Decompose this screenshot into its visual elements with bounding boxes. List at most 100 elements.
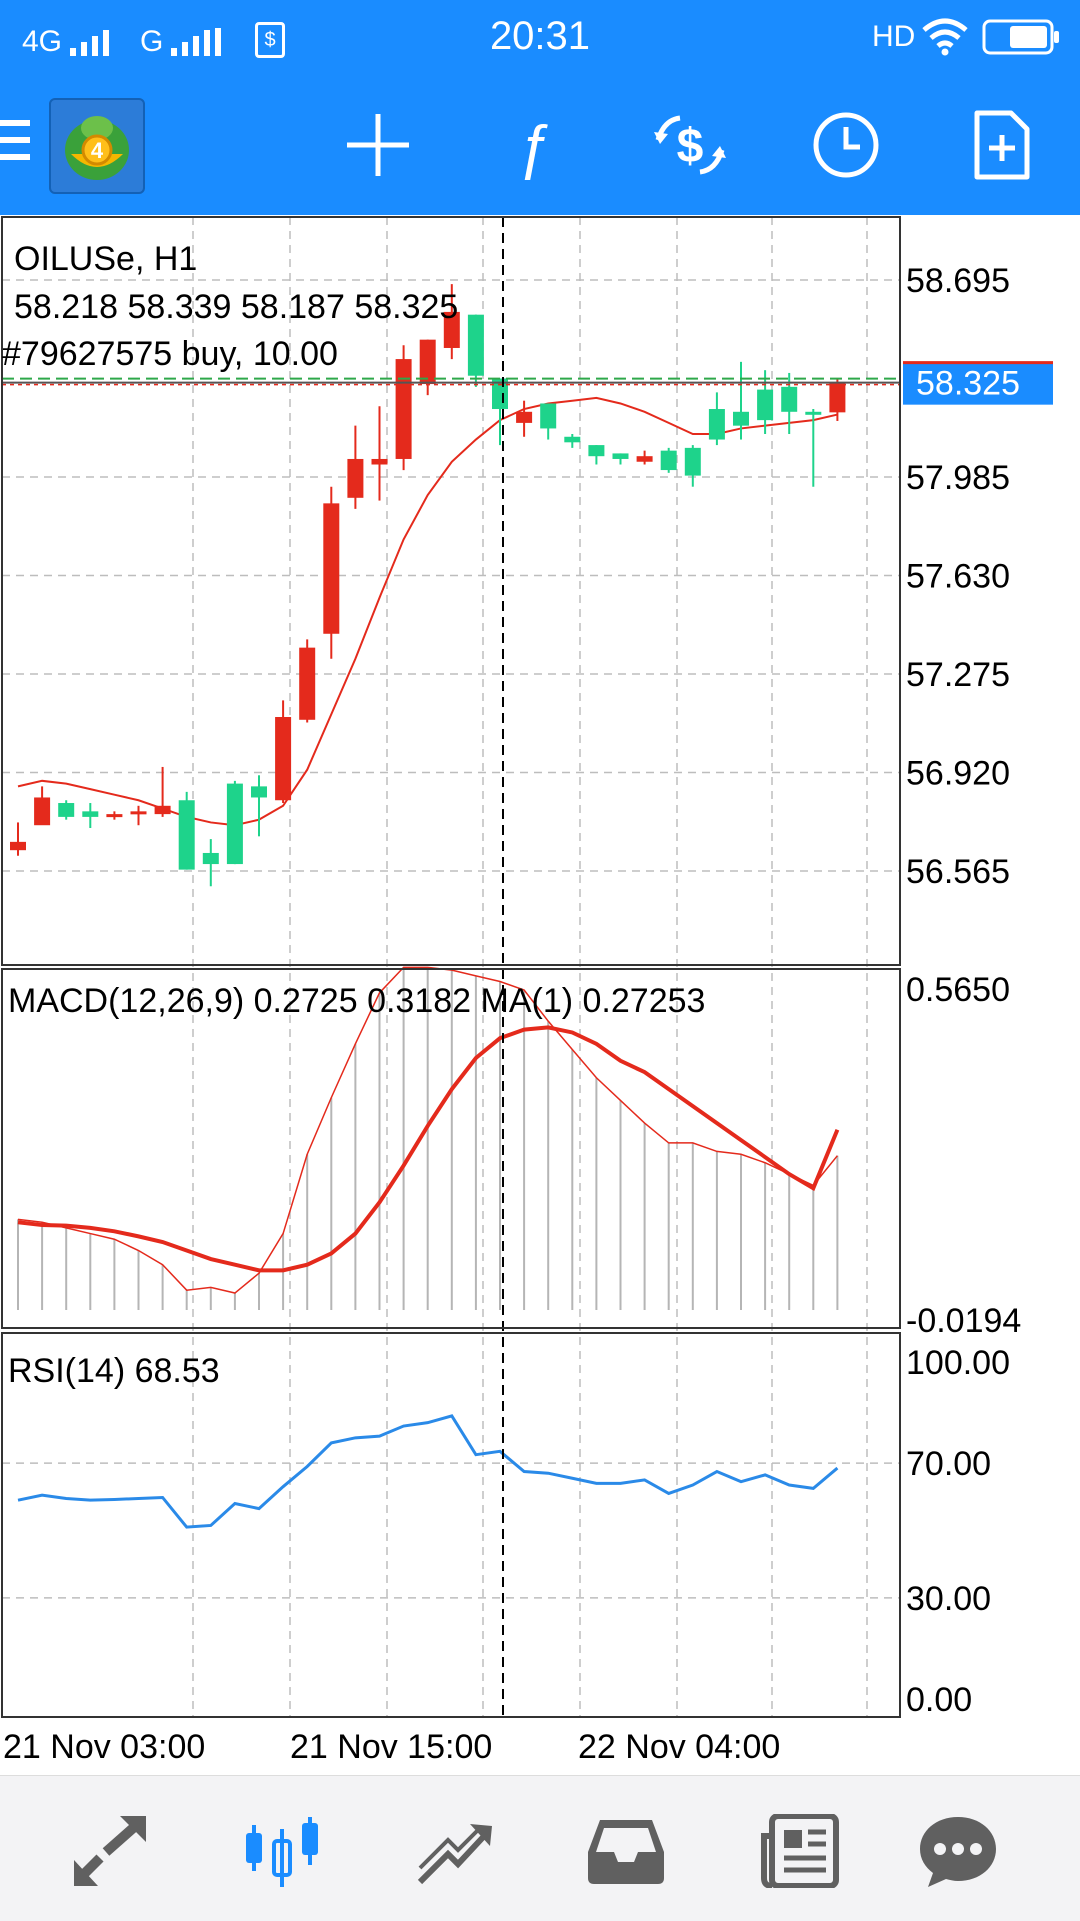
top-app-bar: 4G G $ 20:31 HD 4 (0, 0, 1080, 215)
candle-body (106, 814, 123, 818)
candle-body (251, 786, 267, 798)
news-icon (761, 1814, 839, 1888)
candle-body (636, 456, 653, 462)
rsi-pane[interactable] (17, 1414, 839, 1529)
candle-body (805, 411, 822, 415)
price-axis-label: 56.920 (906, 755, 1010, 793)
candle (178, 791, 195, 870)
candle-body (660, 450, 677, 471)
time-axis-label: 21 Nov 15:00 (290, 1728, 492, 1766)
status-time: 20:31 (489, 14, 591, 58)
signal-bars-icon-2 (171, 28, 222, 56)
price-axis-label: 58.695 (906, 262, 1010, 300)
candle-body (395, 359, 412, 459)
macd-axis-label: 0.5650 (906, 971, 1010, 1009)
tab-history[interactable] (576, 1806, 676, 1896)
bottom-nav (0, 1775, 1080, 1921)
candle (588, 445, 605, 465)
chart-labels: OILUSe, H1 58.218 58.339 58.187 58.325 #… (2, 240, 705, 1390)
crosshair-button[interactable] (328, 100, 428, 190)
candle-body (10, 841, 26, 851)
candle (564, 433, 581, 448)
candle (58, 800, 75, 820)
price-pane[interactable] (2, 284, 900, 887)
function-icon: ƒ (516, 113, 550, 180)
candle-body (781, 386, 798, 412)
candle (660, 447, 677, 473)
candle-body (275, 717, 292, 801)
rsi-axis-label: 100.00 (906, 1344, 1010, 1382)
candle (154, 766, 171, 817)
candle-body (202, 852, 219, 865)
trade-icon: $ (654, 115, 726, 175)
quotes-arrows-icon (74, 1816, 146, 1886)
symbol-label: OILUSe, H1 (14, 240, 197, 278)
tab-quotes[interactable] (60, 1806, 160, 1896)
candle-body (733, 411, 749, 426)
time-axis-label: 21 Nov 03:00 (3, 1728, 205, 1766)
network-signal-2: G (140, 18, 222, 66)
candle (636, 450, 653, 465)
app-logo-button[interactable]: 4 (49, 98, 145, 194)
candle-body (323, 503, 340, 634)
tab-trade[interactable] (404, 1806, 504, 1896)
current-price-badge (903, 362, 1053, 405)
timeframe-button[interactable] (796, 100, 896, 190)
menu-icon[interactable] (0, 120, 30, 170)
tab-chart[interactable] (232, 1806, 332, 1896)
candle-body (154, 805, 171, 815)
macd-label: MACD(12,26,9) 0.2725 0.3182 MA(1) 0.2725… (8, 982, 705, 1020)
macd-pane[interactable] (17, 966, 840, 1311)
candle (805, 409, 822, 487)
candle (299, 639, 316, 723)
rsi-axis-label: 70.00 (906, 1445, 991, 1483)
candle-body (226, 783, 243, 865)
trade-button[interactable]: $ (640, 100, 740, 190)
candle-body (82, 811, 99, 817)
candle (540, 403, 557, 440)
inbox-icon (588, 1820, 664, 1884)
candle (347, 425, 364, 509)
candle (733, 361, 749, 440)
macd-signal-line (17, 1025, 840, 1273)
candle-body (757, 389, 774, 421)
candle (226, 780, 243, 865)
crosshair-icon (347, 114, 409, 176)
signal-bars-icon (70, 28, 110, 56)
candle (419, 339, 436, 396)
candle (251, 775, 267, 837)
indicators-button[interactable]: ƒ (483, 100, 583, 190)
candle (371, 406, 388, 501)
battery-icon (982, 19, 1059, 55)
current-price-label: 58.325 (916, 365, 1020, 403)
sim-card-icon: $ (255, 22, 285, 58)
tab-chat[interactable] (908, 1806, 1008, 1896)
candle-body (564, 436, 581, 443)
rsi-axis-label: 0.00 (906, 1681, 972, 1719)
tab-news[interactable] (750, 1806, 850, 1896)
candle (395, 345, 412, 471)
chart-frame (1, 216, 901, 1718)
chart-area[interactable]: OILUSe, H1 58.218 58.339 58.187 58.325 #… (0, 215, 1080, 1775)
candle-body (588, 445, 605, 457)
chart-canvas[interactable]: OILUSe, H1 58.218 58.339 58.187 58.325 #… (0, 215, 1080, 1775)
candle-body (58, 803, 75, 817)
candle (492, 378, 508, 446)
ohlc-label: 58.218 58.339 58.187 58.325 (14, 288, 458, 326)
trend-up-icon (417, 1824, 492, 1885)
rsi-pane-frame (1, 1332, 901, 1718)
candle-body (371, 458, 388, 465)
axis-labels: 58.695 57.985 57.630 57.275 56.920 56.565 58.3… (3, 262, 1053, 1766)
network-type-label-2: G (140, 25, 164, 58)
svg-text:ƒ: ƒ (516, 113, 550, 180)
candle-body (299, 647, 316, 720)
candle (467, 314, 484, 387)
candle-body (708, 409, 725, 440)
candle (708, 392, 725, 446)
candle (34, 786, 51, 826)
candle-body (829, 382, 846, 413)
svg-text:4: 4 (91, 138, 104, 163)
candle (202, 839, 219, 887)
new-chart-button[interactable] (952, 100, 1052, 190)
candle (275, 700, 292, 804)
